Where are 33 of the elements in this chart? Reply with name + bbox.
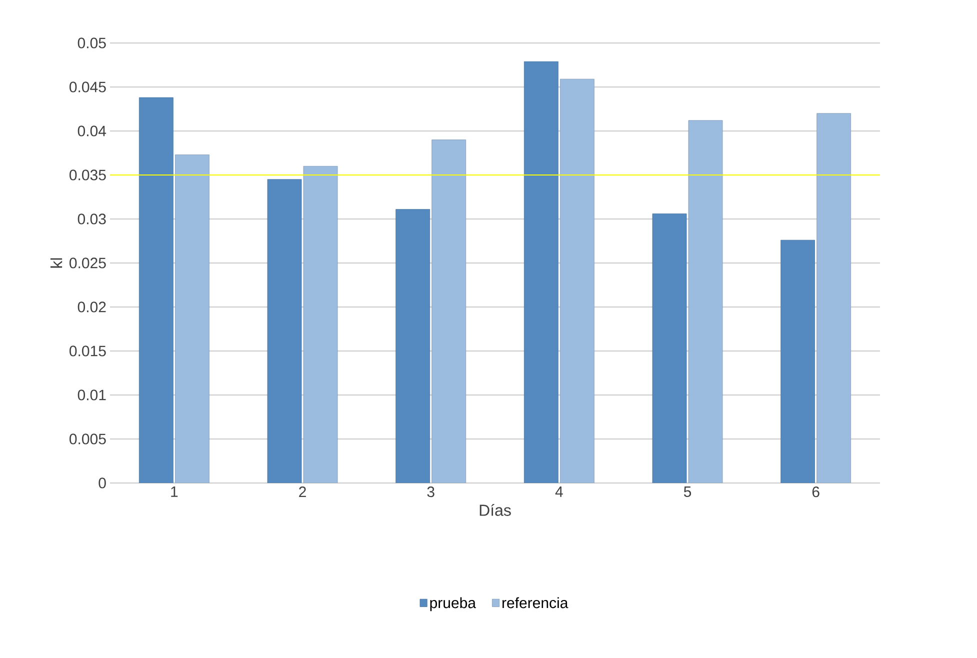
y-tick-label: 0.01 (78, 390, 106, 400)
bar (816, 113, 852, 483)
y-tick-label: 0.015 (70, 346, 106, 356)
y-tick-label: 0.05 (78, 38, 106, 48)
y-tick-label: 0 (98, 478, 106, 488)
bar (652, 214, 687, 483)
y-tick-label: 0.005 (70, 434, 106, 444)
x-tick-label: 1 (171, 486, 178, 497)
y-tick-label: 0.035 (70, 170, 106, 180)
y-tick-label: 0.04 (78, 126, 106, 136)
x-tick-label: 5 (684, 486, 692, 497)
legend-label: prueba (430, 597, 476, 612)
x-tick-label: 6 (812, 486, 820, 498)
bar (560, 78, 594, 483)
y-tick-label: 0.025 (70, 258, 106, 268)
x-tick-label: 4 (555, 486, 563, 497)
bar (432, 140, 466, 483)
bar (138, 97, 174, 483)
bar (688, 120, 723, 483)
x-tick-label: 2 (299, 486, 306, 497)
y-tick-label: 0.03 (78, 214, 106, 224)
bar (174, 154, 210, 483)
bar (396, 209, 430, 483)
y-tick-label: 0.02 (78, 302, 106, 312)
bar (303, 166, 338, 483)
legend-label: referencia (502, 597, 568, 608)
x-tick-label: 3 (427, 486, 434, 498)
bar (267, 179, 302, 483)
bar (780, 240, 816, 483)
bar (524, 61, 558, 483)
y-tick-label: 0.045 (70, 82, 106, 92)
y-axis-title: kl (50, 258, 62, 268)
x-axis-title: Días (480, 504, 511, 516)
